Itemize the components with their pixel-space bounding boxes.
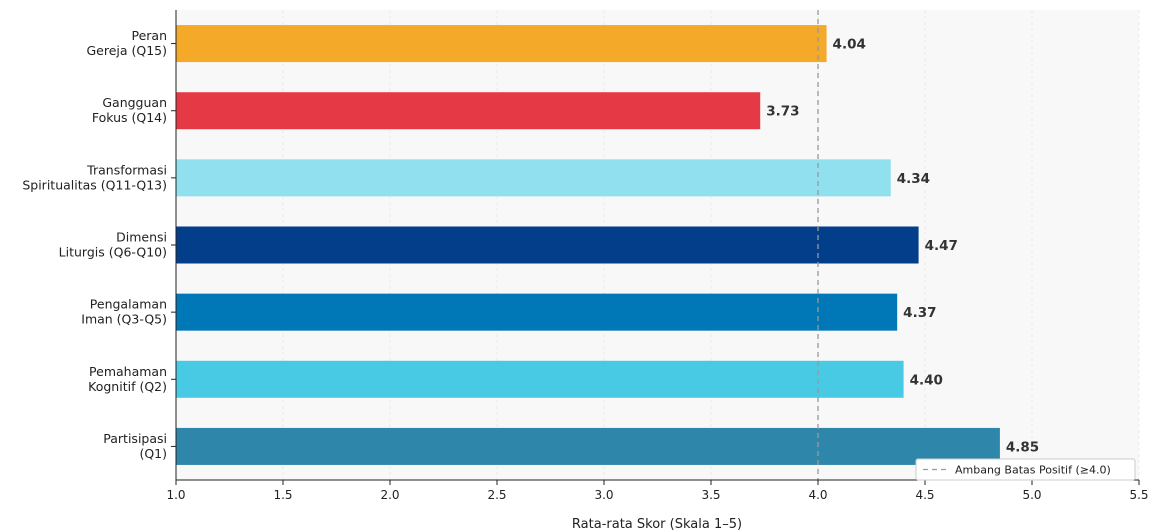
x-tick-label: 2.0 — [380, 488, 399, 502]
bar — [176, 226, 919, 264]
x-tick-label: 5.0 — [1022, 488, 1041, 502]
x-tick-label: 4.5 — [915, 488, 934, 502]
x-tick-label: 5.5 — [1129, 488, 1148, 502]
bar-value-label: 4.47 — [925, 238, 958, 254]
category-label: Dimensi Liturgis (Q6-Q10) — [59, 230, 167, 260]
bar-value-label: 4.37 — [903, 305, 936, 321]
category-label: Partisipasi (Q1) — [103, 431, 167, 461]
category-label: Transformasi Spiritualitas (Q11-Q13) — [22, 162, 167, 192]
value-labels: 4.85 4.40 4.37 4.47 4.34 3.73 4.04 — [766, 37, 1039, 456]
bar — [176, 25, 827, 63]
bar — [176, 159, 891, 197]
bar-value-label: 4.34 — [897, 171, 930, 187]
bars — [176, 25, 1000, 465]
x-tick-label: 1.0 — [166, 488, 185, 502]
category-label: Gangguan Fokus (Q14) — [92, 95, 167, 125]
legend-box — [915, 458, 1136, 481]
x-axis-title: Rata-rata Skor (Skala 1–5) — [572, 517, 742, 532]
legend: Ambang Batas Positif (≥4.0) — [915, 458, 1136, 481]
bar — [176, 427, 1000, 465]
category-label: Pengalaman Iman (Q3-Q5) — [81, 297, 167, 327]
bar-value-label: 4.85 — [1006, 439, 1039, 455]
bar-value-label: 4.40 — [910, 372, 943, 388]
x-tick-label: 3.0 — [594, 488, 613, 502]
x-tick-label: 1.5 — [273, 488, 292, 502]
bar — [176, 293, 898, 331]
x-tick-label: 4.0 — [808, 488, 827, 502]
legend-label: Ambang Batas Positif (≥4.0) — [955, 464, 1111, 477]
bar — [176, 360, 904, 398]
category-label: Peran Gereja (Q15) — [86, 28, 167, 58]
bar-value-label: 4.04 — [833, 37, 866, 53]
x-axis-ticks: 1.0 1.5 2.0 2.5 3.0 3.5 4.0 4.5 5.0 5.5 — [166, 480, 1149, 502]
bar-value-label: 3.73 — [766, 104, 799, 120]
y-axis-ticks: Partisipasi (Q1) Pemahaman Kognitif (Q2) Pen… — [22, 28, 176, 461]
x-tick-label: 3.5 — [701, 488, 720, 502]
bar — [176, 92, 761, 130]
x-tick-label: 2.5 — [487, 488, 506, 502]
category-label: Pemahaman Kognitif (Q2) — [88, 364, 167, 394]
